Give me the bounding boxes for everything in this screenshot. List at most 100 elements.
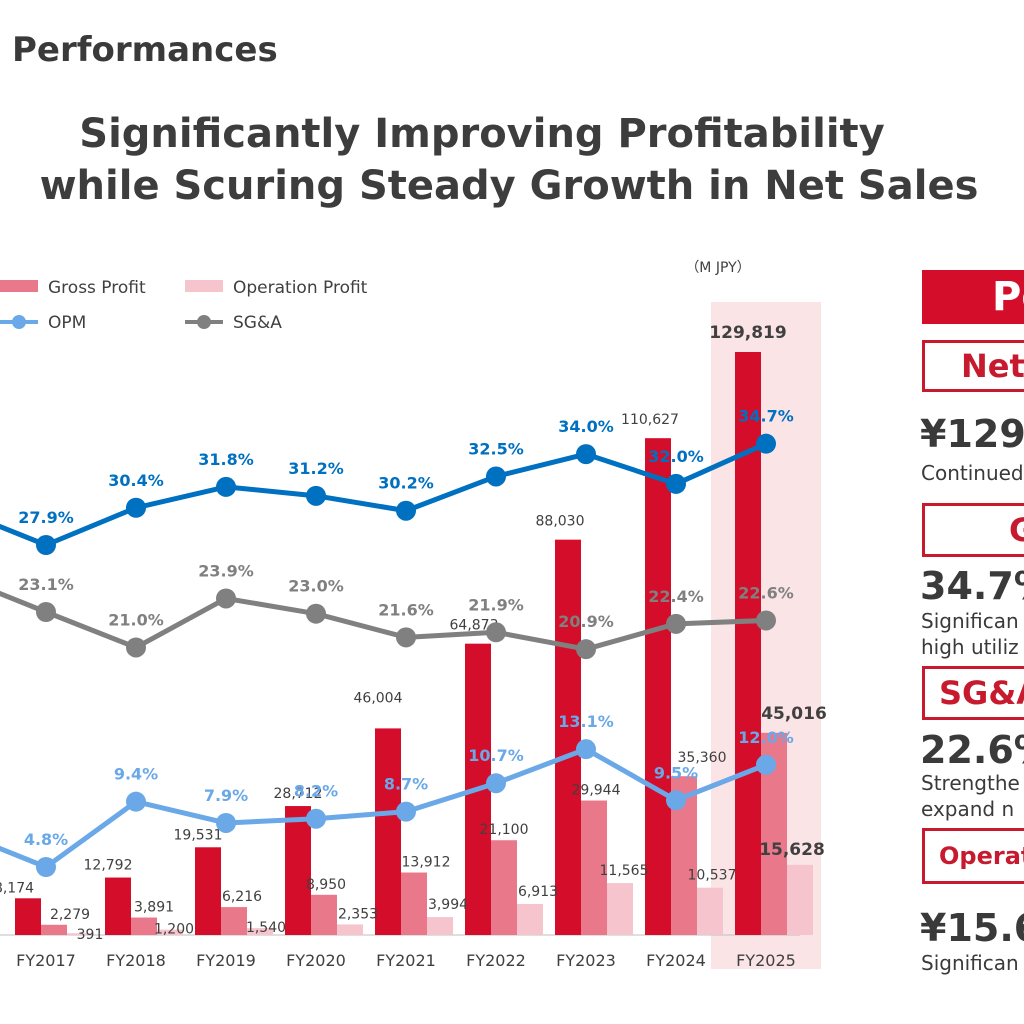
bar-net-sales-FY2018 — [105, 877, 131, 935]
bar-gross-profit-FY2021 — [401, 872, 427, 935]
label-gross-profit-FY2021: 13,912 — [402, 855, 451, 871]
point-sg-a-FY2020 — [306, 603, 326, 624]
page-title: Performances — [12, 30, 278, 70]
label-sg-a-FY2019: 23.9% — [198, 561, 254, 580]
unit-label: （M JPY） — [685, 260, 750, 276]
label-opm-FY2022: 10.7% — [468, 746, 524, 765]
label-gross-profit-FY2019: 6,216 — [222, 889, 262, 905]
label-net-sales-FY2020: 28,712 — [274, 786, 323, 802]
label-operation-profit-FY2018: 1,200 — [154, 922, 194, 938]
label-sg-a-FY2023: 20.9% — [558, 612, 614, 631]
line-gpm — [0, 441, 768, 548]
point-opm-FY2024 — [666, 790, 686, 811]
sga-label: SG&A — [922, 666, 1024, 720]
bar-gross-profit-FY2019 — [221, 907, 247, 935]
label-gpm-FY2025: 34.7% — [738, 407, 794, 426]
bar-net-sales-FY2019 — [195, 847, 221, 935]
bar-operation-profit-FY2017 — [67, 933, 93, 935]
label-operation-profit-FY2022: 6,913 — [518, 884, 558, 900]
net-sales-label: Net — [922, 340, 1024, 392]
legend-marker-opm — [12, 315, 26, 329]
gpm-desc-line-1: Significan — [921, 609, 1019, 633]
point-opm-FY2022 — [486, 773, 506, 794]
label-net-sales-FY2017: 8,174 — [0, 880, 34, 896]
legend-label-operation-profit: Operation Profit — [233, 278, 368, 298]
label-opm-FY2024: 9.5% — [654, 763, 698, 782]
bar-gross-profit-FY2018 — [131, 917, 157, 935]
label-opm-FY2023: 13.1% — [558, 712, 614, 731]
label-gross-profit-FY2018: 3,891 — [134, 900, 174, 916]
bar-operation-profit-FY2023 — [607, 883, 633, 935]
label-sg-a-FY2022: 21.9% — [468, 595, 524, 614]
label-operation-profit-FY2023: 11,565 — [600, 863, 649, 879]
label-net-sales-FY2022: 64,873 — [450, 618, 499, 634]
x-tick-FY2025: FY2025 — [736, 951, 796, 970]
x-tick-FY2020: FY2020 — [286, 951, 346, 970]
bar-net-sales-FY2023 — [555, 539, 581, 935]
label-net-sales-FY2024: 110,627 — [621, 412, 679, 428]
bar-operation-profit-FY2020 — [337, 924, 363, 935]
headline-line-2: while Scuring Steady Growth in Net Sales — [39, 163, 979, 209]
point-sg-a-FY2017 — [36, 602, 56, 622]
line-opm — [0, 746, 767, 870]
point-gpm-FY2020 — [306, 485, 326, 506]
sga-desc-line-1: Strengthe — [921, 771, 1020, 795]
sga-value: 22.6% — [920, 728, 1024, 772]
label-operation-profit-FY2021: 3,994 — [428, 897, 468, 913]
point-sg-a-FY2025 — [756, 610, 776, 631]
label-opm-FY2021: 8.7% — [384, 775, 428, 794]
point-gpm-FY2024 — [666, 473, 686, 494]
line-sg-a — [0, 590, 767, 652]
label-gross-profit-FY2017: 2,279 — [50, 907, 90, 923]
label-sg-a-FY2024: 22.4% — [648, 587, 704, 606]
headline-line-1: Significantly Improving Profitability — [79, 111, 885, 157]
point-gpm-FY2019 — [216, 476, 236, 497]
label-operation-profit-FY2017: 391 — [77, 927, 104, 943]
legend-swatch-gross-profit — [0, 280, 38, 292]
point-opm-FY2018 — [126, 791, 146, 812]
label-net-sales-FY2021: 46,004 — [354, 690, 403, 706]
point-opm-FY2021 — [396, 801, 416, 822]
bar-net-sales-FY2020 — [285, 806, 311, 935]
label-opm-FY2025: 12.0% — [738, 728, 794, 747]
label-sg-a-FY2025: 22.6% — [738, 583, 794, 602]
point-gpm-FY2023 — [576, 444, 596, 465]
label-gpm-FY2021: 30.2% — [378, 474, 434, 493]
point-gpm-FY2017 — [36, 535, 56, 555]
legend-swatch-operation-profit — [185, 280, 223, 292]
label-gross-profit-FY2024: 35,360 — [678, 750, 727, 766]
bar-operation-profit-FY2022 — [517, 903, 543, 935]
legend-label-gross-profit: Gross Profit — [48, 278, 146, 298]
label-operation-profit-FY2024: 10,537 — [688, 868, 737, 884]
label-operation-profit-FY2025: 15,628 — [759, 840, 825, 860]
point-gpm-FY2022 — [486, 466, 506, 487]
point-sg-a-FY2022 — [486, 622, 506, 643]
gpm-desc-line-2: high utiliz — [921, 635, 1019, 659]
panel-title: Po — [922, 270, 1024, 324]
label-sg-a-FY2020: 23.0% — [288, 577, 344, 596]
gpm-label: G — [922, 503, 1024, 557]
label-operation-profit-FY2019: 1,540 — [246, 920, 286, 936]
bar-gross-profit-FY2023 — [581, 800, 607, 935]
label-gross-profit-FY2020: 8,950 — [306, 877, 346, 893]
net-sales-desc: Continued — [921, 461, 1024, 485]
legend-marker-sg-a — [197, 315, 211, 329]
label-gpm-FY2018: 30.4% — [108, 471, 164, 490]
label-opm-FY2017: 4.8% — [24, 830, 68, 849]
label-sg-a-FY2018: 21.0% — [108, 610, 164, 629]
op-value: ¥15.6 — [920, 906, 1024, 950]
bar-net-sales-FY2024 — [645, 438, 671, 935]
point-sg-a-FY2021 — [396, 627, 416, 648]
bar-operation-profit-FY2019 — [247, 928, 273, 935]
label-gross-profit-FY2022: 21,100 — [480, 822, 529, 838]
point-opm-FY2020 — [306, 808, 326, 829]
bar-net-sales-FY2021 — [375, 728, 401, 935]
label-opm-FY2020: 8.2% — [294, 782, 338, 801]
point-gpm-FY2018 — [126, 497, 146, 518]
point-sg-a-FY2019 — [216, 588, 236, 609]
legend-label-opm: OPM — [48, 313, 86, 333]
x-tick-FY2019: FY2019 — [196, 951, 256, 970]
label-operation-profit-FY2020: 2,353 — [338, 906, 378, 922]
x-tick-FY2017: FY2017 — [16, 951, 76, 970]
